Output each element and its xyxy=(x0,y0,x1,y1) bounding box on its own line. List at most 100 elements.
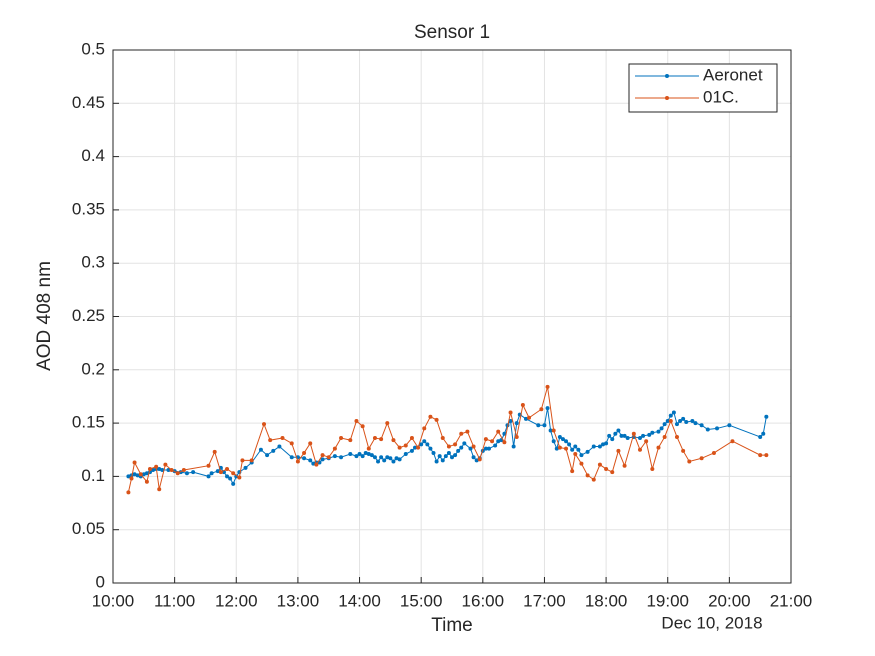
plot-area xyxy=(126,384,769,495)
data-point xyxy=(650,466,655,471)
data-point xyxy=(422,439,427,444)
data-point xyxy=(647,432,652,437)
data-point xyxy=(354,418,359,423)
data-point xyxy=(376,459,381,464)
data-point xyxy=(542,423,547,428)
data-point xyxy=(681,448,686,453)
data-point xyxy=(372,436,377,441)
data-point xyxy=(761,431,766,436)
data-point xyxy=(705,427,710,432)
data-point xyxy=(339,455,344,460)
data-point xyxy=(693,421,698,426)
data-point xyxy=(166,468,171,473)
data-point xyxy=(129,476,134,481)
data-point xyxy=(551,428,556,433)
data-point xyxy=(579,461,584,466)
data-point xyxy=(659,426,664,431)
data-point xyxy=(650,430,655,435)
data-point xyxy=(144,479,149,484)
data-point xyxy=(372,455,377,460)
data-point xyxy=(308,458,313,463)
data-point xyxy=(591,477,596,482)
data-point xyxy=(459,445,464,450)
data-point xyxy=(508,418,513,423)
data-point xyxy=(126,490,131,495)
data-point xyxy=(668,413,673,418)
data-point xyxy=(681,416,686,421)
data-point xyxy=(551,439,556,444)
data-point xyxy=(616,428,621,433)
data-point xyxy=(385,455,390,460)
data-point xyxy=(206,474,211,479)
x-tick-label: 15:00 xyxy=(400,591,443,610)
data-point xyxy=(434,417,439,422)
data-point xyxy=(554,446,559,451)
y-axis-label: AOD 408 nm xyxy=(34,261,55,371)
data-point xyxy=(416,445,421,450)
data-point xyxy=(610,437,615,442)
data-point xyxy=(262,422,267,427)
x-tick-label: 16:00 xyxy=(462,591,505,610)
data-point xyxy=(385,421,390,426)
data-point xyxy=(425,442,430,447)
y-tick-label: 0.15 xyxy=(72,413,105,432)
data-point xyxy=(360,454,365,459)
data-point xyxy=(560,437,565,442)
x-tick-label: 14:00 xyxy=(338,591,381,610)
data-point xyxy=(545,406,550,411)
data-point xyxy=(471,455,476,460)
data-point xyxy=(622,433,627,438)
data-point xyxy=(490,439,495,444)
data-point xyxy=(668,418,673,423)
data-point xyxy=(265,453,270,458)
data-point xyxy=(483,437,488,442)
data-point xyxy=(289,441,294,446)
data-point xyxy=(366,452,371,457)
data-point xyxy=(730,439,735,444)
data-point xyxy=(428,446,433,451)
data-point xyxy=(314,462,319,467)
data-point xyxy=(258,447,263,452)
data-point xyxy=(514,421,519,426)
data-point xyxy=(206,463,211,468)
x-tick-label: 11:00 xyxy=(154,591,195,610)
data-point xyxy=(212,449,217,454)
data-point xyxy=(403,452,408,457)
data-point xyxy=(363,450,368,455)
data-point xyxy=(601,442,606,447)
data-point xyxy=(144,471,149,476)
data-point xyxy=(619,433,624,438)
x-tick-label: 13:00 xyxy=(277,591,320,610)
data-point xyxy=(607,433,612,438)
data-point xyxy=(523,416,528,421)
data-point xyxy=(280,436,285,441)
data-point xyxy=(573,444,578,449)
y-tick-label: 0.3 xyxy=(81,253,105,272)
data-point xyxy=(662,434,667,439)
data-point xyxy=(514,434,519,439)
data-point xyxy=(184,471,189,476)
data-point xyxy=(446,450,451,455)
chart-title: Sensor 1 xyxy=(414,22,490,43)
data-point xyxy=(394,456,399,461)
y-tick-label: 0.45 xyxy=(72,93,105,112)
data-point xyxy=(536,423,541,428)
data-point xyxy=(215,469,220,474)
data-point xyxy=(397,445,402,450)
data-point xyxy=(671,410,676,415)
data-point xyxy=(699,456,704,461)
data-point xyxy=(428,414,433,419)
data-point xyxy=(357,452,362,457)
data-point xyxy=(465,429,470,434)
data-point xyxy=(311,461,316,466)
legend-label: Aeronet xyxy=(703,65,763,84)
data-point xyxy=(379,437,384,442)
data-point xyxy=(320,457,325,462)
data-point xyxy=(502,440,507,445)
data-point xyxy=(520,402,525,407)
x-tick-label: 18:00 xyxy=(585,591,628,610)
data-point xyxy=(191,470,196,475)
data-point xyxy=(764,414,769,419)
data-point xyxy=(511,444,516,449)
